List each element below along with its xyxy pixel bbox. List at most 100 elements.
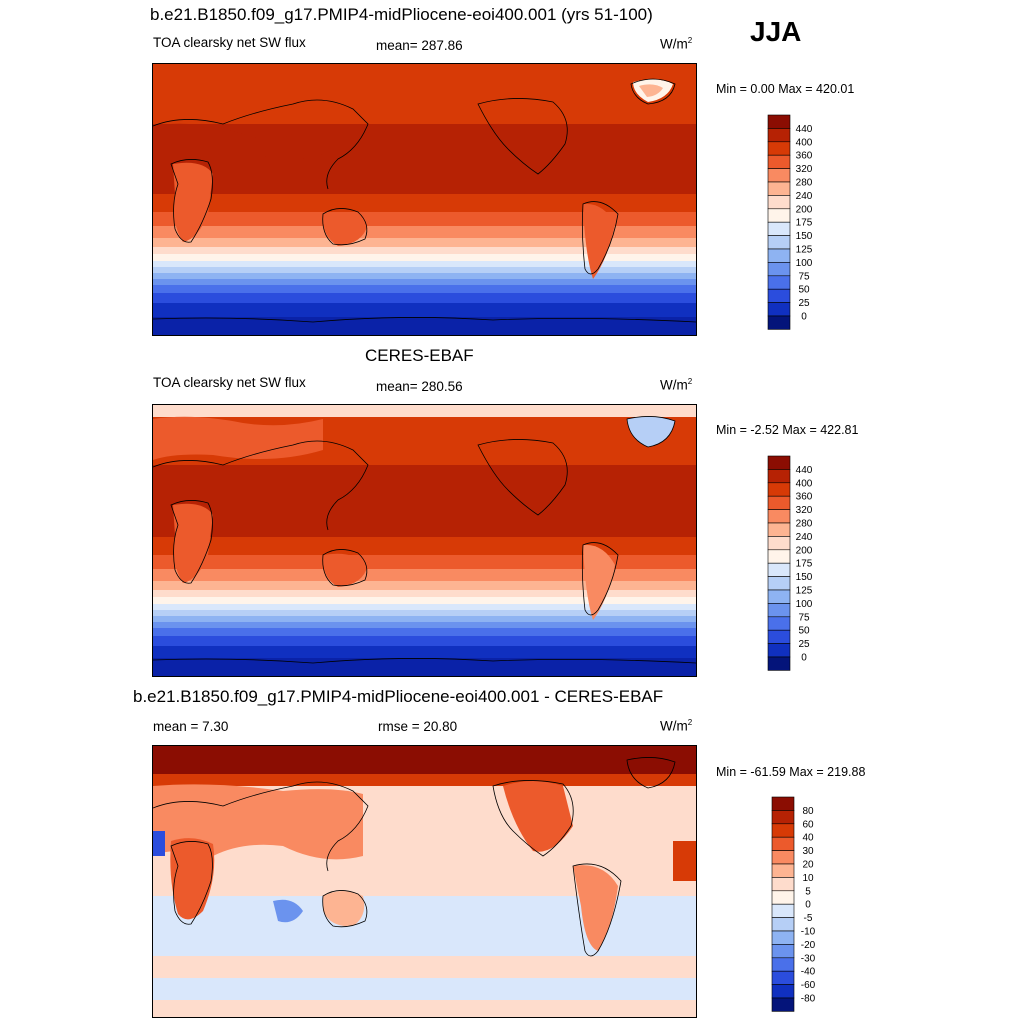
- colorbar-3-swatch: [771, 984, 795, 999]
- colorbar-2-swatch: [767, 576, 791, 591]
- panel-3-colorbar: 80 60 40 30 20 10 5 0 -5 -10 -20 -30 -40 -60 -80: [771, 796, 842, 1013]
- panel-1-units: W/m2: [660, 36, 693, 52]
- panel-2-mean-label: mean= 280.56: [376, 379, 463, 394]
- colorbar-3-tick-label: 0: [805, 900, 811, 911]
- colorbar-2-swatch: [767, 643, 791, 658]
- colorbar-3-swatch: [771, 903, 795, 918]
- panel-2-map: [152, 404, 697, 677]
- colorbar-3-swatch: [771, 890, 795, 905]
- colorbar-3-swatch: [771, 836, 795, 851]
- colorbar-2-swatch: [767, 616, 791, 631]
- colorbar-1-tick-label: 150: [796, 231, 813, 242]
- colorbar-3-swatch: [771, 863, 795, 878]
- colorbar-1-swatch: [767, 141, 791, 156]
- colorbar-1-swatch: [767, 315, 791, 330]
- colorbar-1-tick-label: 280: [796, 178, 813, 189]
- panel-2-colorbar: 440 400 360 320 280 240 200 175 150 125 100 75 50 25 0: [767, 455, 838, 672]
- colorbar-2-tick-label: 440: [796, 465, 813, 476]
- colorbar-3-swatch: [771, 917, 795, 932]
- colorbar-1-swatch: [767, 248, 791, 263]
- colorbar-3-tick-label: 40: [802, 833, 814, 844]
- colorbar-3-swatch: [771, 957, 795, 972]
- colorbar-2-swatch: [767, 469, 791, 484]
- colorbar-2-tick-label: 25: [798, 639, 810, 650]
- colorbar-1-swatch: [767, 114, 791, 129]
- colorbar-2-tick-label: 200: [796, 545, 813, 556]
- colorbar-3-tick-label: -40: [801, 967, 816, 978]
- panel-2-minmax: Min = -2.52 Max = 422.81: [716, 423, 859, 437]
- colorbar-3-swatch: [771, 850, 795, 865]
- colorbar-3-tick-label: -5: [804, 913, 813, 924]
- colorbar-3-swatch: [771, 970, 795, 985]
- colorbar-1-tick-label: 320: [796, 164, 813, 175]
- panel-3-map: [152, 745, 697, 1018]
- colorbar-1-swatch: [767, 208, 791, 223]
- colorbar-1-swatch: [767, 221, 791, 236]
- panel-1-title: b.e21.B1850.f09_g17.PMIP4-midPliocene-eo…: [150, 5, 653, 24]
- colorbar-2-swatch: [767, 536, 791, 551]
- colorbar-3-tick-label: -60: [801, 980, 816, 991]
- panel-2-units: W/m2: [660, 377, 693, 393]
- colorbar-2-tick-label: 175: [796, 559, 813, 570]
- colorbar-1-swatch: [767, 235, 791, 250]
- colorbar-3-tick-label: -10: [801, 927, 816, 938]
- colorbar-3-swatch: [771, 810, 795, 825]
- colorbar-2-swatch: [767, 509, 791, 524]
- colorbar-3-swatch: [771, 944, 795, 959]
- colorbar-1-tick-label: 400: [796, 137, 813, 148]
- colorbar-1-tick-label: 175: [796, 218, 813, 229]
- colorbar-3-tick-label: -20: [801, 940, 816, 951]
- colorbar-2-swatch: [767, 522, 791, 537]
- colorbar-1-tick-label: 50: [798, 285, 810, 296]
- colorbar-2-swatch: [767, 656, 791, 671]
- colorbar-1-swatch: [767, 288, 791, 303]
- colorbar-3-tick-label: 5: [805, 886, 811, 897]
- colorbar-2-tick-label: 360: [796, 492, 813, 503]
- colorbar-2-tick-label: 400: [796, 478, 813, 489]
- colorbar-1-swatch: [767, 154, 791, 169]
- colorbar-1-swatch: [767, 262, 791, 277]
- colorbar-3-swatch: [771, 877, 795, 892]
- colorbar-1-tick-label: 100: [796, 258, 813, 269]
- colorbar-2-swatch: [767, 495, 791, 510]
- colorbar-1-swatch: [767, 195, 791, 210]
- colorbar-3-tick-label: 30: [802, 846, 814, 857]
- colorbar-1-tick-label: 440: [796, 124, 813, 135]
- panel-2-title: CERES-EBAF: [365, 346, 474, 365]
- colorbar-3-tick-label: 10: [802, 873, 814, 884]
- colorbar-2-tick-label: 320: [796, 505, 813, 516]
- colorbar-1-tick-label: 125: [796, 245, 813, 256]
- colorbar-2-swatch: [767, 455, 791, 470]
- colorbar-2-swatch: [767, 482, 791, 497]
- colorbar-1-tick-label: 200: [796, 204, 813, 215]
- colorbar-1-swatch: [767, 181, 791, 196]
- colorbar-2-tick-label: 240: [796, 532, 813, 543]
- colorbar-2-swatch: [767, 589, 791, 604]
- colorbar-3-swatch: [771, 997, 795, 1012]
- colorbar-3-swatch: [771, 930, 795, 945]
- colorbar-3-tick-label: 60: [802, 819, 814, 830]
- panel-1-mean-label: mean= 287.86: [376, 38, 463, 53]
- colorbar-1-tick-label: 0: [801, 312, 807, 323]
- colorbar-3-tick-label: -80: [801, 994, 816, 1005]
- season-label: JJA: [750, 16, 802, 47]
- panel-3-units: W/m2: [660, 718, 693, 734]
- panel-1-colorbar: 440 400 360 320 280 240 200 175 150 125 100 75 50 25 0: [767, 114, 838, 331]
- panel-2-variable-label: TOA clearsky net SW flux: [153, 375, 306, 390]
- colorbar-3-swatch: [771, 796, 795, 811]
- colorbar-2-tick-label: 125: [796, 586, 813, 597]
- panel-3-mean-label: mean = 7.30: [153, 719, 229, 734]
- colorbar-2-swatch: [767, 562, 791, 577]
- panel-3-minmax: Min = -61.59 Max = 219.88: [716, 765, 866, 779]
- panel-1-map: [152, 63, 697, 336]
- colorbar-2-tick-label: 150: [796, 572, 813, 583]
- colorbar-2-tick-label: 0: [801, 653, 807, 664]
- colorbar-1-tick-label: 25: [798, 298, 810, 309]
- colorbar-1-swatch: [767, 275, 791, 290]
- colorbar-1-swatch: [767, 168, 791, 183]
- colorbar-1-swatch: [767, 128, 791, 143]
- colorbar-1-swatch: [767, 302, 791, 317]
- colorbar-3-tick-label: 20: [802, 860, 814, 871]
- panel-1-minmax: Min = 0.00 Max = 420.01: [716, 82, 855, 96]
- colorbar-2-tick-label: 100: [796, 599, 813, 610]
